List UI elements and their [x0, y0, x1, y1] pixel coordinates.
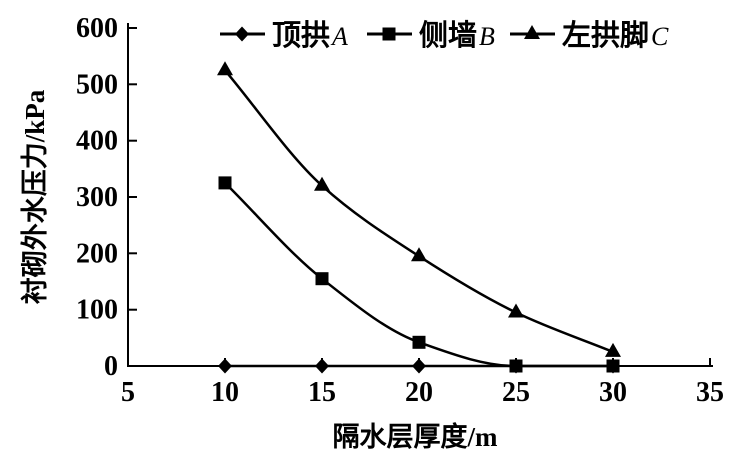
series-marker-square	[315, 272, 329, 286]
legend-marker-diamond	[235, 26, 249, 42]
x-tick-label: 30	[599, 377, 627, 408]
series-line-triangle	[224, 69, 614, 354]
series-marker-diamond	[315, 358, 329, 374]
x-tick-label: 15	[308, 377, 336, 408]
legend-label: 左拱脚C	[562, 19, 669, 52]
x-tick-label: 5	[121, 377, 135, 408]
legend-marker-triangle	[524, 25, 540, 39]
y-tick-label: 0	[104, 351, 118, 382]
axis-spines	[127, 23, 713, 367]
x-axis-title: 隔水层厚度/m	[333, 421, 499, 451]
series-marker-square	[412, 335, 426, 349]
y-tick-label: 100	[76, 295, 118, 326]
series-marker-triangle	[508, 303, 524, 318]
y-tick-label: 400	[76, 126, 118, 157]
y-axis-title: 衬砌外水压力/kPa	[20, 89, 50, 304]
legend-marker-square	[382, 27, 396, 41]
series-marker-diamond	[218, 358, 232, 374]
series-marker-triangle	[411, 247, 427, 262]
legend-label: 侧墙B	[419, 19, 495, 52]
series-marker-square	[218, 176, 232, 190]
x-tick-label: 35	[696, 377, 724, 408]
series-marker-triangle	[605, 342, 621, 357]
series-marker-square	[606, 359, 620, 373]
chart-generated-content: 0 100 200 300 400 500 600 5 10 15 20 25 30 35 顶拱A 侧墙B 左拱…	[76, 13, 724, 408]
legend-label: 顶拱A	[272, 19, 348, 52]
y-tick-label: 300	[76, 182, 118, 213]
series-marker-diamond	[412, 358, 426, 374]
y-tick-label: 500	[76, 69, 118, 100]
series-marker-triangle	[314, 176, 330, 191]
y-tick-label: 200	[76, 238, 118, 269]
x-tick-label: 10	[211, 377, 239, 408]
x-tick-label: 25	[502, 377, 530, 408]
y-tick-label: 600	[76, 13, 118, 44]
x-tick-label: 20	[405, 377, 433, 408]
series-marker-triangle	[217, 61, 233, 76]
series-marker-square	[509, 359, 523, 373]
